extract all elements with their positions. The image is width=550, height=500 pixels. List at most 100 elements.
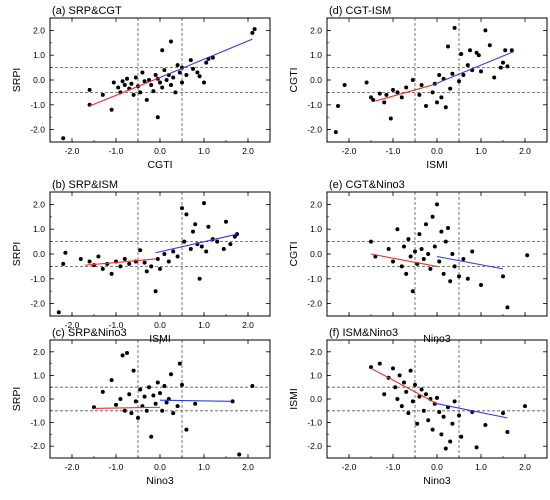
data-point — [404, 389, 409, 394]
data-point — [184, 212, 189, 217]
x-axis-label: ISMI — [426, 159, 448, 171]
data-point — [250, 30, 255, 35]
x-tick-label: 2.0 — [519, 146, 531, 156]
data-point — [417, 92, 422, 97]
data-point — [197, 74, 202, 79]
data-point — [413, 249, 417, 254]
data-point — [151, 89, 156, 94]
data-point — [56, 310, 61, 315]
x-axis-label: Nino3 — [146, 475, 174, 487]
y-tick-label: -2.0 — [30, 125, 45, 135]
data-point — [410, 399, 415, 404]
panel-title: (e) CGT&Nino3 — [329, 179, 405, 191]
data-point — [391, 366, 395, 371]
data-point — [131, 92, 136, 97]
plot-frame — [49, 191, 271, 317]
data-point — [184, 73, 189, 78]
data-point — [171, 75, 176, 80]
y-tick-label: 2.0 — [33, 347, 45, 357]
data-point — [501, 411, 505, 416]
data-point — [430, 427, 435, 432]
data-point — [421, 408, 426, 413]
y-tick-label: 1.0 — [310, 370, 322, 380]
data-point — [155, 256, 160, 261]
data-point — [461, 73, 466, 78]
y-tick-label: 1.0 — [310, 50, 322, 60]
x-tick-label: -2.0 — [65, 320, 80, 330]
y-tick-label: -1.0 — [307, 418, 322, 428]
data-point — [155, 380, 160, 385]
data-point — [138, 90, 143, 95]
scatter-panel-1: (d) CGT-ISM -2.0 -1.0 0.0 1.0 2.0 -2.0 -1.0 0.0 1… — [288, 5, 548, 171]
data-point — [142, 79, 147, 84]
x-axis-label: CGTI — [147, 159, 172, 171]
data-point — [450, 71, 455, 76]
data-point — [252, 27, 257, 32]
x-tick-label: 2.0 — [242, 462, 254, 472]
data-point — [505, 64, 510, 69]
data-point — [144, 408, 149, 413]
data-point — [399, 95, 404, 100]
data-point — [395, 227, 400, 232]
data-point — [111, 80, 116, 85]
data-point — [371, 97, 376, 102]
y-tick-label: 0.0 — [310, 249, 322, 259]
data-point — [162, 384, 167, 389]
data-point — [182, 239, 187, 244]
x-tick-label: 2.0 — [519, 462, 531, 472]
data-point — [476, 53, 481, 58]
x-tick-label: 1.0 — [198, 146, 210, 156]
y-tick-label: 0.0 — [33, 249, 45, 259]
data-point — [417, 394, 422, 399]
data-point — [391, 87, 395, 92]
x-tick-label: -1.0 — [386, 462, 401, 472]
data-point — [133, 399, 138, 404]
y-tick-label: -2.0 — [30, 299, 45, 309]
data-point — [439, 95, 444, 100]
data-point — [155, 115, 160, 120]
data-point — [78, 256, 83, 261]
data-point — [419, 82, 424, 87]
data-point — [459, 51, 464, 56]
y-tick-label: -1.0 — [307, 100, 322, 110]
y-tick-label: -2.0 — [307, 125, 322, 135]
x-tick-label: -2.0 — [342, 146, 357, 156]
regression-line — [436, 403, 508, 419]
data-point — [127, 392, 132, 397]
y-tick-label: 2.0 — [310, 199, 322, 209]
data-point — [333, 130, 338, 135]
y-tick-label: -1.0 — [30, 100, 45, 110]
data-point — [424, 222, 428, 227]
data-point — [459, 434, 464, 439]
y-axis-label: ISMI — [288, 388, 300, 410]
plot-frame — [49, 17, 271, 143]
data-point — [162, 252, 167, 256]
data-point — [397, 373, 402, 378]
data-point — [410, 78, 415, 82]
data-point — [377, 361, 382, 366]
data-point — [158, 266, 162, 271]
data-point — [430, 90, 435, 95]
data-point — [237, 452, 242, 457]
data-point — [430, 214, 435, 219]
data-point — [415, 421, 420, 426]
data-point — [184, 427, 189, 432]
data-point — [382, 392, 387, 397]
data-point — [437, 259, 442, 264]
y-tick-label: 2.0 — [310, 347, 322, 357]
regression-line — [432, 50, 515, 86]
data-point — [87, 87, 92, 92]
data-point — [437, 73, 442, 78]
y-tick-label: -2.0 — [30, 441, 45, 451]
data-point — [109, 271, 114, 276]
x-tick-label: 0.0 — [431, 462, 443, 472]
data-point — [492, 75, 497, 80]
data-point — [131, 368, 136, 373]
data-point — [457, 274, 461, 279]
y-tick-label: 1.0 — [33, 50, 45, 60]
data-point — [61, 136, 66, 141]
data-point — [125, 76, 129, 81]
data-point — [215, 239, 220, 244]
data-point — [503, 48, 508, 53]
y-tick-label: 0.0 — [310, 75, 322, 85]
